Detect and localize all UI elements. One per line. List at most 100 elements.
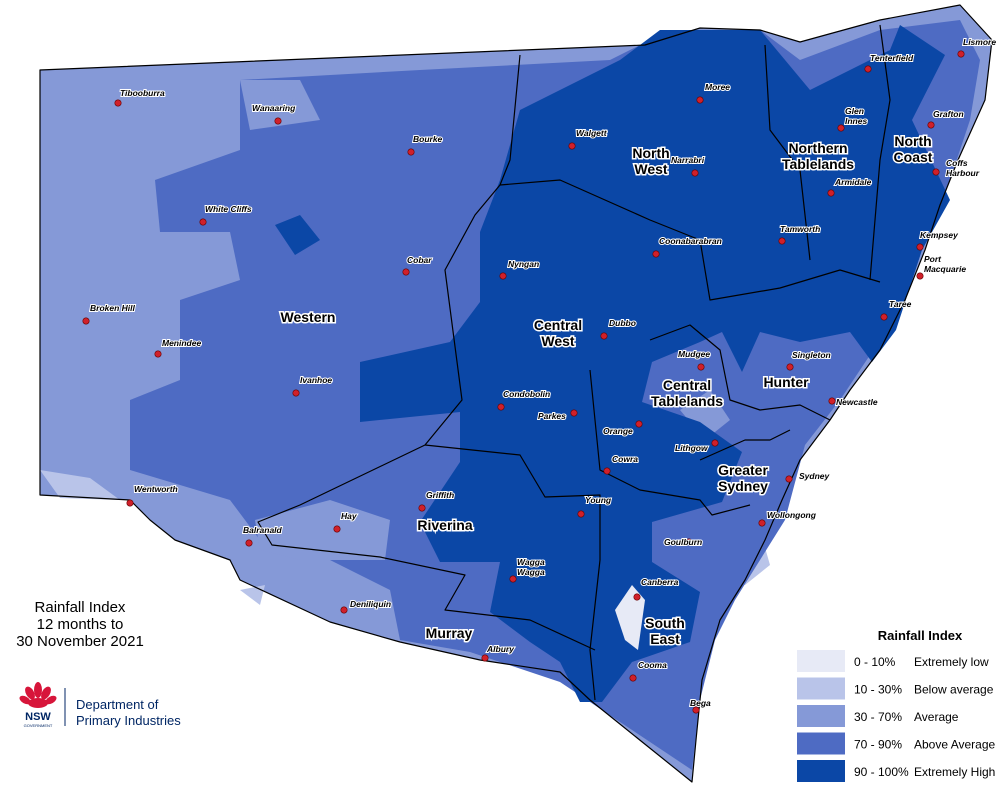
town-label: Kempsey [920, 230, 959, 240]
town-label: Griffith [426, 490, 454, 500]
legend-swatch [797, 650, 845, 672]
area-extremely-high [275, 25, 950, 702]
town-label: Macquarie [924, 264, 966, 274]
town-label: Wagga [517, 557, 545, 567]
title-line: 30 November 2021 [16, 633, 144, 650]
town-label: Lismore [963, 37, 996, 47]
legend-label: Above Average [914, 738, 996, 752]
border [424, 324, 831, 701]
town-dot [932, 168, 940, 176]
logo: NSW GOVERNMENT Department of Primary Ind… [19, 682, 181, 728]
town-dot [603, 467, 611, 475]
town-label: Port [924, 254, 942, 264]
town-label: Armidale [834, 177, 872, 187]
region-label: Greater [718, 462, 768, 478]
town-dot [916, 243, 924, 251]
town-dot [864, 65, 872, 73]
town-label: Condobolin [503, 389, 550, 399]
town-label: Hay [341, 511, 358, 521]
town-dot [274, 117, 282, 125]
region-label: North [894, 133, 931, 149]
legend-range: 70 - 90% [854, 738, 902, 752]
logo-department: Department of [76, 697, 159, 712]
town-label: Canberra [641, 577, 679, 587]
region-label: West [541, 333, 575, 349]
town-dot [481, 654, 489, 662]
town-label: Orange [603, 426, 633, 436]
region-label: Tablelands [782, 156, 854, 172]
rainfall-fills [40, 5, 992, 782]
town-label: Menindee [162, 338, 201, 348]
town-dot [499, 272, 507, 280]
town-dot [692, 706, 700, 714]
town-label: Coffs [946, 158, 968, 168]
town-dot [154, 350, 162, 358]
town-dot [827, 189, 835, 197]
town-dot [837, 124, 845, 132]
town-label: Dubbo [609, 318, 636, 328]
town-dot [786, 363, 794, 371]
town-label: Cowra [612, 454, 638, 464]
region-label: Murray [426, 625, 473, 641]
region-label: South [645, 615, 685, 631]
title-line: Rainfall Index [35, 599, 126, 616]
region-label: Western [281, 309, 336, 325]
logo-department: Primary Industries [76, 713, 181, 728]
town-label: Wentworth [134, 484, 178, 494]
town-label: Grafton [933, 109, 964, 119]
town-label: Broken Hill [90, 303, 136, 313]
town-dot [711, 439, 719, 447]
town-label: Deniliquin [350, 599, 391, 609]
legend-range: 0 - 10% [854, 655, 896, 669]
legend-label: Extremely low [914, 655, 989, 669]
town-dot [577, 510, 585, 518]
legend-swatch [797, 705, 845, 727]
town-dot [402, 268, 410, 276]
region-label: Northern [788, 140, 847, 156]
legend-range: 30 - 70% [854, 710, 902, 724]
title-block: Rainfall Index 12 months to 30 November … [16, 599, 144, 650]
town-label: Tenterfield [870, 53, 914, 63]
town-label: Narrabri [671, 155, 705, 165]
town-dot [418, 504, 426, 512]
town-label: Tibooburra [120, 88, 165, 98]
town-label: Harbour [946, 168, 980, 178]
region-label: East [650, 631, 680, 647]
town-dot [916, 272, 924, 280]
town-dot [633, 593, 641, 601]
town-label: Bourke [413, 134, 443, 144]
legend-swatch [797, 760, 845, 782]
town-dot [407, 148, 415, 156]
town-dot [333, 525, 341, 533]
town-dot [696, 96, 704, 104]
region-borders [39, 4, 993, 783]
region-label: Tablelands [651, 393, 723, 409]
town-dot [629, 674, 637, 682]
town-label: Wollongong [767, 510, 817, 520]
logo-nsw: NSW [25, 711, 51, 723]
area-average-inner [240, 80, 865, 560]
town-dot [245, 539, 253, 547]
town-dot [340, 606, 348, 614]
town-label: Bega [690, 698, 711, 708]
town-dot [957, 50, 965, 58]
town-label: Nyngan [508, 259, 539, 269]
border [257, 54, 596, 651]
town-label: Innes [845, 116, 867, 126]
towns: Tibooburra Wanaaring Bourke Moree Walgett Nar… [82, 36, 997, 714]
town-label: Parkes [538, 411, 566, 421]
town-dot [114, 99, 122, 107]
border [39, 4, 993, 783]
town-label: Wanaaring [252, 103, 296, 113]
town-label: Singleton [792, 350, 831, 360]
town-dot [82, 317, 90, 325]
town-dot [635, 420, 643, 428]
legend-label: Extremely High [914, 765, 995, 779]
town-label: Wagga [517, 567, 545, 577]
town-label: Coonabarabran [659, 236, 722, 246]
town-label: Taree [889, 299, 912, 309]
town-label: Sydney [799, 471, 831, 481]
legend: Rainfall Index 0 - 10% Extremely low 10 - … [797, 628, 996, 782]
town-label: White Cliffs [205, 204, 252, 214]
